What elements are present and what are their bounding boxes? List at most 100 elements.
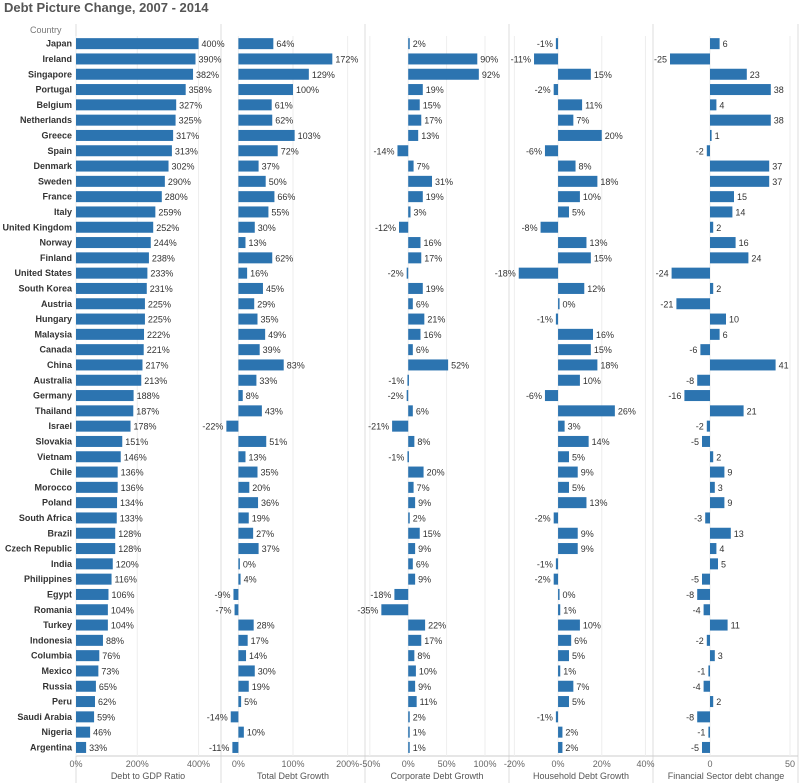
data-label: -14% — [207, 712, 228, 722]
bar — [670, 53, 710, 65]
bar — [408, 741, 410, 753]
country-label: Egypt — [47, 589, 72, 599]
data-label: 187% — [136, 406, 159, 416]
data-label: 20% — [605, 131, 623, 141]
bar — [76, 68, 194, 80]
bar — [710, 619, 728, 631]
axis-title: Debt to GDP Ratio — [111, 771, 185, 781]
bar — [703, 604, 710, 616]
data-label: 19% — [252, 682, 270, 692]
data-label: 104% — [111, 621, 134, 631]
country-label: Greece — [41, 130, 72, 140]
data-label: 17% — [424, 636, 442, 646]
bar — [558, 206, 569, 218]
tick-label: 0% — [402, 759, 415, 769]
data-label: 221% — [147, 345, 170, 355]
country-label: Philippines — [24, 574, 72, 584]
bar — [710, 221, 714, 233]
data-label: 73% — [101, 666, 119, 676]
bar — [408, 558, 413, 570]
data-label: 2 — [716, 697, 721, 707]
data-label: 225% — [148, 299, 171, 309]
bar — [238, 390, 243, 402]
country-label: Belgium — [36, 100, 72, 110]
country-label: Turkey — [43, 620, 72, 630]
data-label: 62% — [275, 253, 293, 263]
bar — [544, 390, 559, 402]
bar — [238, 680, 249, 692]
bar — [710, 129, 712, 141]
bar — [226, 420, 239, 432]
bar — [558, 435, 589, 447]
bar — [558, 114, 574, 126]
bar — [238, 696, 242, 708]
data-label: 1% — [563, 605, 576, 615]
data-label: 302% — [172, 162, 195, 172]
data-label: 4 — [719, 100, 724, 110]
country-label: Romania — [34, 605, 73, 615]
bar — [553, 512, 559, 524]
bar — [408, 711, 410, 723]
bar — [76, 267, 148, 279]
data-label: 178% — [134, 422, 157, 432]
axis-title: Corporate Debt Growth — [390, 771, 483, 781]
data-label: 17% — [424, 116, 442, 126]
data-label: 0% — [563, 590, 576, 600]
data-label: 43% — [265, 406, 283, 416]
bar — [540, 221, 559, 233]
bar — [555, 558, 559, 570]
bar — [238, 435, 267, 447]
data-label: 13% — [248, 452, 266, 462]
bar — [555, 38, 559, 50]
data-label: 72% — [281, 146, 299, 156]
tick-label: 0 — [707, 759, 712, 769]
bar — [558, 466, 578, 478]
bar — [697, 588, 710, 600]
data-label: 313% — [175, 146, 198, 156]
data-label: 6% — [416, 559, 429, 569]
bar — [710, 466, 725, 478]
data-label: 49% — [268, 330, 286, 340]
data-label: 3 — [718, 483, 723, 493]
country-label: Sweden — [38, 176, 72, 186]
data-label: 317% — [176, 131, 199, 141]
bar — [700, 344, 710, 356]
bar — [76, 252, 149, 264]
bar — [558, 191, 580, 203]
bar — [408, 129, 419, 141]
data-label: 26% — [618, 406, 636, 416]
bar — [408, 512, 410, 524]
data-label: 10 — [729, 315, 739, 325]
bar — [697, 711, 710, 723]
data-label: 7% — [417, 483, 430, 493]
data-label: 19% — [426, 85, 444, 95]
bar — [684, 390, 710, 402]
data-label: 10% — [583, 621, 601, 631]
data-label: 8% — [579, 162, 592, 172]
bar — [238, 68, 309, 80]
data-label: 3 — [718, 651, 723, 661]
data-label: 83% — [287, 360, 305, 370]
bar — [558, 680, 574, 692]
data-label: 252% — [156, 223, 179, 233]
bar — [234, 604, 239, 616]
data-label: 217% — [145, 360, 168, 370]
data-label: 11% — [585, 100, 602, 110]
data-label: 225% — [148, 315, 171, 325]
bar — [558, 543, 578, 555]
bar — [710, 160, 770, 172]
bar — [408, 466, 424, 478]
bar — [238, 84, 293, 96]
tick-label: 200% — [336, 759, 359, 769]
country-label: Hungary — [35, 314, 72, 324]
data-label: 59% — [97, 712, 115, 722]
bar — [76, 604, 108, 616]
bar — [238, 665, 255, 677]
data-label: 35% — [261, 315, 279, 325]
data-label: 18% — [600, 177, 618, 187]
data-label: 14% — [592, 437, 610, 447]
data-label: 1% — [413, 728, 426, 738]
data-label: -35% — [357, 605, 378, 615]
data-label: 15 — [737, 192, 747, 202]
bar — [408, 650, 415, 662]
